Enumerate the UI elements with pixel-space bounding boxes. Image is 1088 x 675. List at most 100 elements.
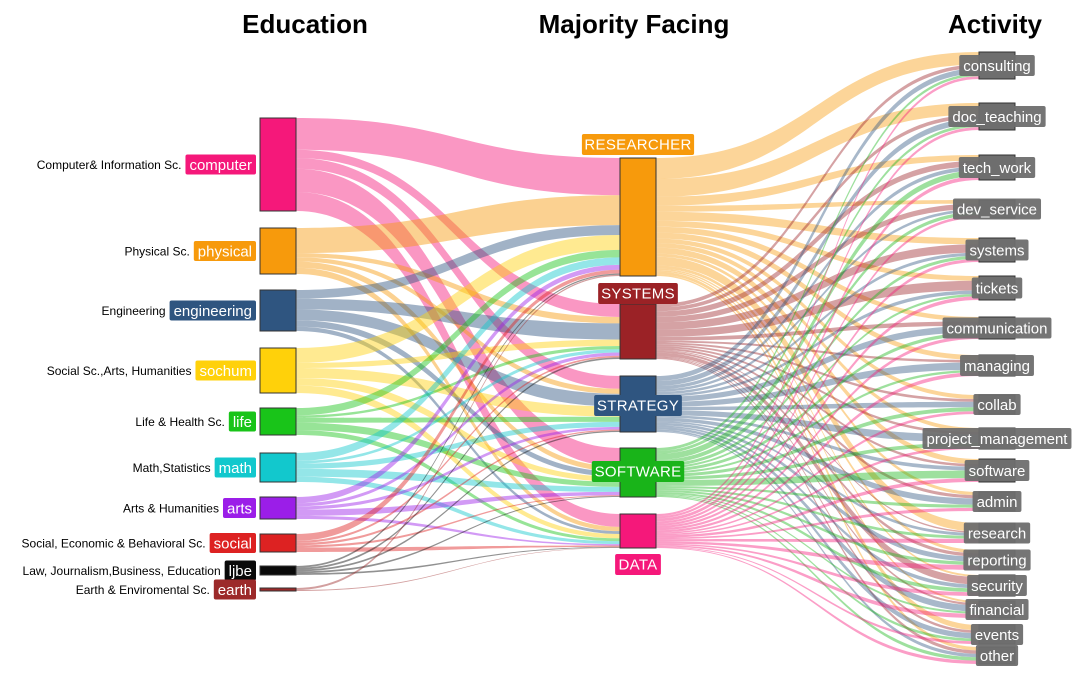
flow-link bbox=[656, 215, 979, 524]
flow-link bbox=[656, 425, 979, 589]
flow-link bbox=[296, 168, 620, 467]
education-tag-physical: physical bbox=[198, 244, 252, 261]
education-tag-bg bbox=[193, 241, 256, 261]
majority-node-researcher[interactable] bbox=[619, 157, 657, 277]
activity-label-research: research bbox=[968, 526, 1026, 543]
flow-link bbox=[656, 401, 979, 411]
flow-link bbox=[296, 273, 620, 568]
education-tag-computer: computer bbox=[189, 157, 252, 174]
flow-link bbox=[656, 68, 979, 382]
flow-link bbox=[656, 232, 979, 360]
flow-link bbox=[656, 294, 979, 469]
flow-link bbox=[656, 348, 979, 499]
flow-link bbox=[296, 225, 620, 299]
flow-link bbox=[656, 350, 979, 557]
activity-label-admin: admin bbox=[977, 494, 1018, 511]
activity-label-bg bbox=[965, 599, 1029, 620]
flow-link bbox=[656, 543, 979, 596]
education-node-ljbe[interactable] bbox=[259, 565, 297, 576]
flow-link bbox=[656, 73, 979, 451]
flow-link bbox=[296, 430, 620, 542]
flow-link bbox=[656, 268, 979, 577]
flow-link bbox=[656, 253, 979, 496]
flow-link bbox=[656, 64, 979, 308]
education-full-name: Computer& Information Sc. bbox=[37, 158, 182, 172]
activity-label-communication: communication bbox=[947, 321, 1048, 338]
flow-link bbox=[656, 200, 979, 212]
education-tag-sochum: sochum bbox=[199, 363, 252, 380]
education-full-name: Engineering bbox=[102, 304, 166, 318]
education-node-sochum[interactable] bbox=[259, 347, 297, 394]
flow-link bbox=[656, 372, 979, 533]
flow-link bbox=[656, 226, 979, 322]
flow-link bbox=[296, 468, 620, 492]
activity-label-software: software bbox=[969, 463, 1026, 480]
education-node-arts[interactable] bbox=[259, 496, 297, 520]
flow-link bbox=[296, 269, 620, 541]
majority-node-data[interactable] bbox=[619, 513, 657, 549]
flow-link bbox=[296, 235, 620, 363]
flow-link bbox=[656, 211, 979, 464]
education-node-earth[interactable] bbox=[259, 587, 297, 592]
flow-link bbox=[656, 349, 979, 533]
education-full-name: Physical Sc. bbox=[124, 245, 189, 259]
flow-link bbox=[656, 220, 979, 281]
education-node-math[interactable] bbox=[259, 452, 297, 483]
flow-link bbox=[296, 261, 620, 472]
education-node-engineering[interactable] bbox=[259, 289, 297, 332]
education-tag-bg bbox=[228, 411, 256, 432]
flow-link bbox=[656, 265, 979, 554]
activity-label-bg bbox=[973, 394, 1021, 415]
flow-links bbox=[296, 52, 979, 664]
flow-link bbox=[656, 296, 979, 529]
flow-link bbox=[656, 417, 979, 505]
flow-link bbox=[656, 325, 979, 402]
flow-link bbox=[656, 209, 979, 392]
activity-label-dev-service: dev_service bbox=[957, 202, 1037, 219]
flow-link bbox=[656, 243, 979, 432]
flow-link bbox=[656, 507, 979, 540]
flow-link bbox=[656, 546, 979, 644]
flow-link bbox=[656, 170, 979, 460]
education-full-name: Arts & Humanities bbox=[123, 502, 219, 516]
flow-link bbox=[296, 515, 620, 546]
flow-link bbox=[296, 547, 620, 591]
majority-label-software: SOFTWARE bbox=[595, 464, 682, 481]
activity-label-bg bbox=[967, 575, 1027, 596]
flow-link bbox=[296, 326, 620, 535]
flow-link bbox=[296, 298, 620, 340]
flow-link bbox=[656, 335, 979, 531]
flow-link bbox=[656, 421, 979, 536]
flow-link bbox=[296, 426, 620, 510]
flow-link bbox=[656, 124, 979, 455]
education-full-name: Social Sc.,Arts, Humanities bbox=[47, 364, 192, 378]
flow-link bbox=[296, 158, 620, 389]
education-tag-math: math bbox=[219, 460, 252, 477]
majority-label-bg bbox=[615, 554, 661, 575]
majority-label-bg bbox=[594, 395, 682, 416]
flow-link bbox=[656, 270, 979, 604]
flow-link bbox=[656, 238, 979, 400]
education-node-physical[interactable] bbox=[259, 227, 297, 275]
flow-link bbox=[656, 247, 979, 465]
flow-link bbox=[656, 321, 979, 341]
activity-label-tech-work: tech_work bbox=[963, 160, 1032, 177]
flow-link bbox=[296, 118, 620, 196]
flow-link bbox=[656, 256, 979, 532]
education-node-computer[interactable] bbox=[259, 117, 297, 212]
flow-link bbox=[296, 267, 620, 532]
flow-link bbox=[656, 290, 979, 397]
majority-label-strategy: STRATEGY bbox=[597, 398, 679, 415]
flow-link bbox=[656, 496, 979, 661]
flow-link bbox=[296, 430, 620, 572]
education-tag-bg bbox=[214, 457, 256, 478]
activity-label-bg bbox=[922, 428, 1072, 449]
flow-link bbox=[296, 346, 620, 418]
flow-link bbox=[656, 547, 979, 664]
flow-link bbox=[656, 255, 979, 467]
flow-link bbox=[656, 166, 979, 390]
education-node-social[interactable] bbox=[259, 533, 297, 553]
majority-node-systems[interactable] bbox=[619, 303, 657, 360]
flow-link bbox=[656, 490, 979, 565]
education-node-life[interactable] bbox=[259, 407, 297, 436]
